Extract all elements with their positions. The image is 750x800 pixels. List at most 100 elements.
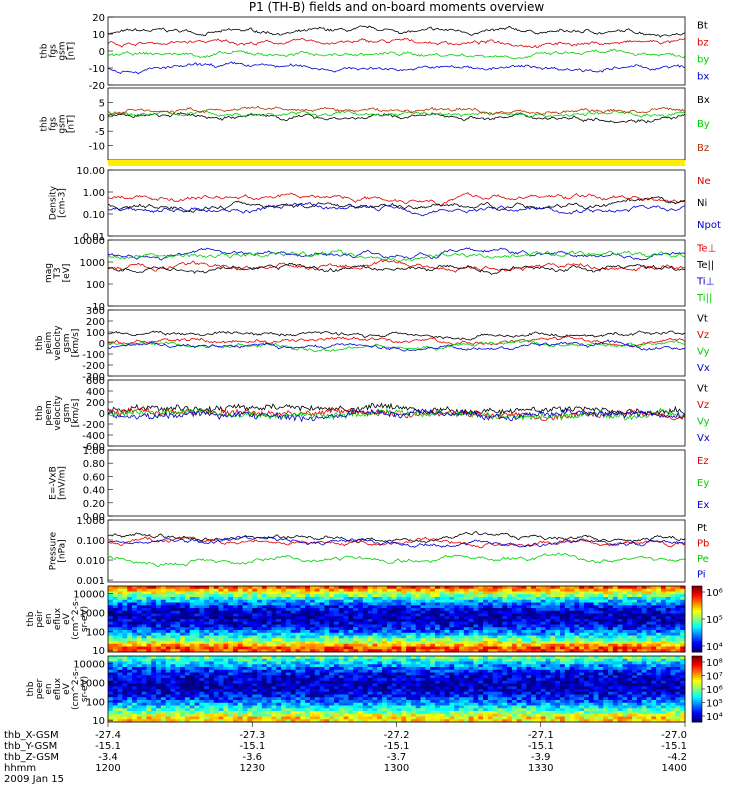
heatmap-cell xyxy=(675,619,681,623)
heatmap-cell xyxy=(555,621,561,625)
heatmap-cell xyxy=(204,675,210,679)
heatmap-cell xyxy=(160,630,167,634)
heatmap-cell xyxy=(449,613,455,617)
heatmap-cell xyxy=(367,658,373,662)
heatmap-cell xyxy=(569,613,575,617)
heatmap-cell xyxy=(319,672,325,676)
heatmap-cell xyxy=(156,675,162,679)
heatmap-cell xyxy=(300,616,306,620)
heatmap-cell xyxy=(401,638,407,642)
heatmap-cell xyxy=(434,591,441,595)
heatmap-cell xyxy=(459,694,465,698)
heatmap-cell xyxy=(175,608,181,612)
heatmap-cell xyxy=(598,588,604,592)
heatmap-cell xyxy=(213,716,219,720)
heatmap-cell xyxy=(208,588,215,592)
heatmap-cell xyxy=(228,627,234,631)
heatmap-cell xyxy=(641,646,647,650)
heatmap-cell xyxy=(309,711,316,715)
heatmap-cell xyxy=(199,605,205,609)
heatmap-cell xyxy=(184,678,191,682)
heatmap-cell xyxy=(348,613,354,617)
heatmap-cell xyxy=(622,608,628,612)
heatmap-cell xyxy=(314,678,320,682)
heatmap-cell xyxy=(545,605,551,609)
y-tick-label: 10 xyxy=(92,30,105,41)
heatmap-cell xyxy=(386,672,393,676)
heatmap-cell xyxy=(281,702,287,706)
heatmap-cell xyxy=(194,656,200,660)
heatmap-cell xyxy=(362,608,369,612)
heatmap-cell xyxy=(228,675,234,679)
heatmap-cell xyxy=(377,667,383,671)
heatmap-cell xyxy=(261,675,268,679)
heatmap-cell xyxy=(386,667,393,671)
heatmap-cell xyxy=(112,613,119,617)
heatmap-cell xyxy=(444,678,450,682)
heatmap-cell xyxy=(391,719,397,723)
heatmap-cell xyxy=(430,664,436,668)
heatmap-cell xyxy=(194,624,200,628)
heatmap-cell xyxy=(127,705,133,709)
heatmap-cell xyxy=(372,702,378,706)
heatmap-cell xyxy=(324,658,330,662)
heatmap-cell xyxy=(305,649,311,653)
heatmap-cell xyxy=(559,646,566,650)
heatmap-cell xyxy=(555,597,561,601)
heatmap-cell xyxy=(165,588,171,592)
heatmap-cell xyxy=(237,702,244,706)
heatmap-cell xyxy=(314,599,320,603)
heatmap-cell xyxy=(228,624,234,628)
heatmap-cell xyxy=(483,605,489,609)
heatmap-cell xyxy=(257,702,263,706)
heatmap-cell xyxy=(319,643,325,647)
heatmap-cell xyxy=(300,716,306,720)
heatmap-cell xyxy=(406,658,412,662)
heatmap-cell xyxy=(353,597,359,601)
heatmap-cell xyxy=(641,594,647,598)
heatmap-cell xyxy=(559,613,566,617)
heatmap-cell xyxy=(213,591,219,595)
heatmap-cell xyxy=(559,610,566,614)
heatmap-cell xyxy=(127,675,133,679)
heatmap-cell xyxy=(492,630,498,634)
legend-Vx: Vx xyxy=(697,363,710,374)
heatmap-cell xyxy=(410,675,417,679)
heatmap-cell xyxy=(660,632,667,636)
heatmap-cell xyxy=(257,641,263,645)
heatmap-cell xyxy=(276,678,282,682)
heatmap-cell xyxy=(372,661,378,665)
heatmap-cell xyxy=(132,656,138,660)
heatmap-cell xyxy=(516,635,522,639)
heatmap-cell xyxy=(117,588,123,592)
heatmap-cell xyxy=(160,667,167,671)
heatmap-cell xyxy=(492,635,498,639)
heatmap-cell xyxy=(511,586,518,590)
heatmap-cell xyxy=(377,610,383,614)
heatmap-cell xyxy=(526,638,532,642)
heatmap-cell xyxy=(319,711,325,715)
heatmap-cell xyxy=(252,610,258,614)
heatmap-cell xyxy=(324,635,330,639)
heatmap-cell xyxy=(430,588,436,592)
colorbar-segment xyxy=(692,594,702,598)
heatmap-cell xyxy=(136,594,143,598)
heatmap-cell xyxy=(382,689,388,693)
heatmap-cell xyxy=(367,661,373,665)
heatmap-cell xyxy=(430,641,436,645)
heatmap-cell xyxy=(281,646,287,650)
heatmap-cell xyxy=(622,621,628,625)
heatmap-cell xyxy=(252,697,258,701)
heatmap-cell xyxy=(516,616,522,620)
heatmap-cell xyxy=(420,664,426,668)
heatmap-cell xyxy=(141,702,147,706)
heatmap-cell xyxy=(338,627,345,631)
heatmap-cell xyxy=(170,649,176,653)
heatmap-cell xyxy=(646,591,652,595)
heatmap-cell xyxy=(459,635,465,639)
heatmap-cell xyxy=(141,643,147,647)
heatmap-cell xyxy=(559,627,566,631)
heatmap-cell xyxy=(199,661,205,665)
heatmap-cell xyxy=(309,678,316,682)
